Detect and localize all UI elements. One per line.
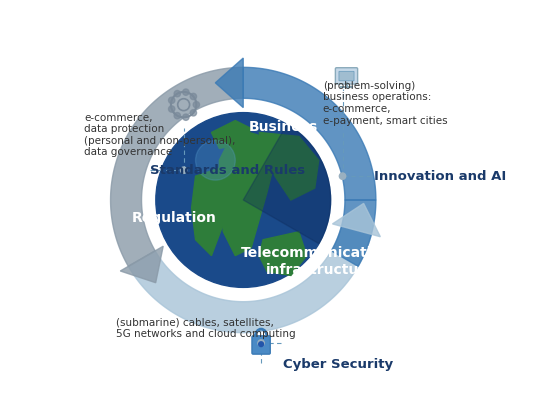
Text: Cyber Security: Cyber Security	[283, 358, 393, 371]
Circle shape	[193, 102, 200, 108]
Polygon shape	[216, 58, 243, 108]
Polygon shape	[259, 232, 307, 276]
Circle shape	[168, 97, 175, 104]
Text: (submarine) cables, satellites,
5G networks and cloud computing: (submarine) cables, satellites, 5G netwo…	[116, 317, 296, 339]
Circle shape	[183, 114, 189, 120]
Polygon shape	[332, 203, 381, 237]
Polygon shape	[219, 128, 275, 256]
Polygon shape	[120, 246, 163, 283]
FancyBboxPatch shape	[336, 68, 358, 84]
Text: e-commerce,
data protection
(personal and non-personal),
data governance: e-commerce, data protection (personal an…	[84, 113, 236, 158]
Circle shape	[156, 113, 331, 287]
Circle shape	[190, 110, 196, 116]
Polygon shape	[191, 168, 227, 256]
Circle shape	[180, 167, 187, 173]
Circle shape	[174, 90, 180, 97]
Polygon shape	[259, 132, 318, 200]
Polygon shape	[128, 226, 371, 333]
Text: Telecommunications
infrastructure: Telecommunications infrastructure	[241, 246, 400, 277]
Circle shape	[196, 140, 235, 180]
Polygon shape	[331, 200, 376, 266]
Text: Standards and Rules: Standards and Rules	[150, 164, 305, 177]
Text: (problem-solving)
business operations:
e-commerce,
e-payment, smart cities: (problem-solving) business operations: e…	[323, 81, 447, 126]
Circle shape	[174, 112, 180, 119]
Text: Business: Business	[248, 120, 317, 134]
Text: Regulation: Regulation	[131, 211, 216, 225]
FancyBboxPatch shape	[252, 336, 270, 354]
Wedge shape	[243, 124, 331, 244]
Polygon shape	[243, 67, 376, 200]
Polygon shape	[211, 120, 251, 148]
Circle shape	[183, 89, 189, 95]
Circle shape	[339, 173, 346, 179]
Polygon shape	[111, 67, 243, 266]
Circle shape	[190, 93, 196, 100]
Circle shape	[168, 106, 175, 112]
FancyBboxPatch shape	[339, 71, 354, 81]
Circle shape	[258, 342, 263, 346]
Circle shape	[258, 340, 265, 346]
Text: Innovation and AI: Innovation and AI	[375, 170, 507, 183]
